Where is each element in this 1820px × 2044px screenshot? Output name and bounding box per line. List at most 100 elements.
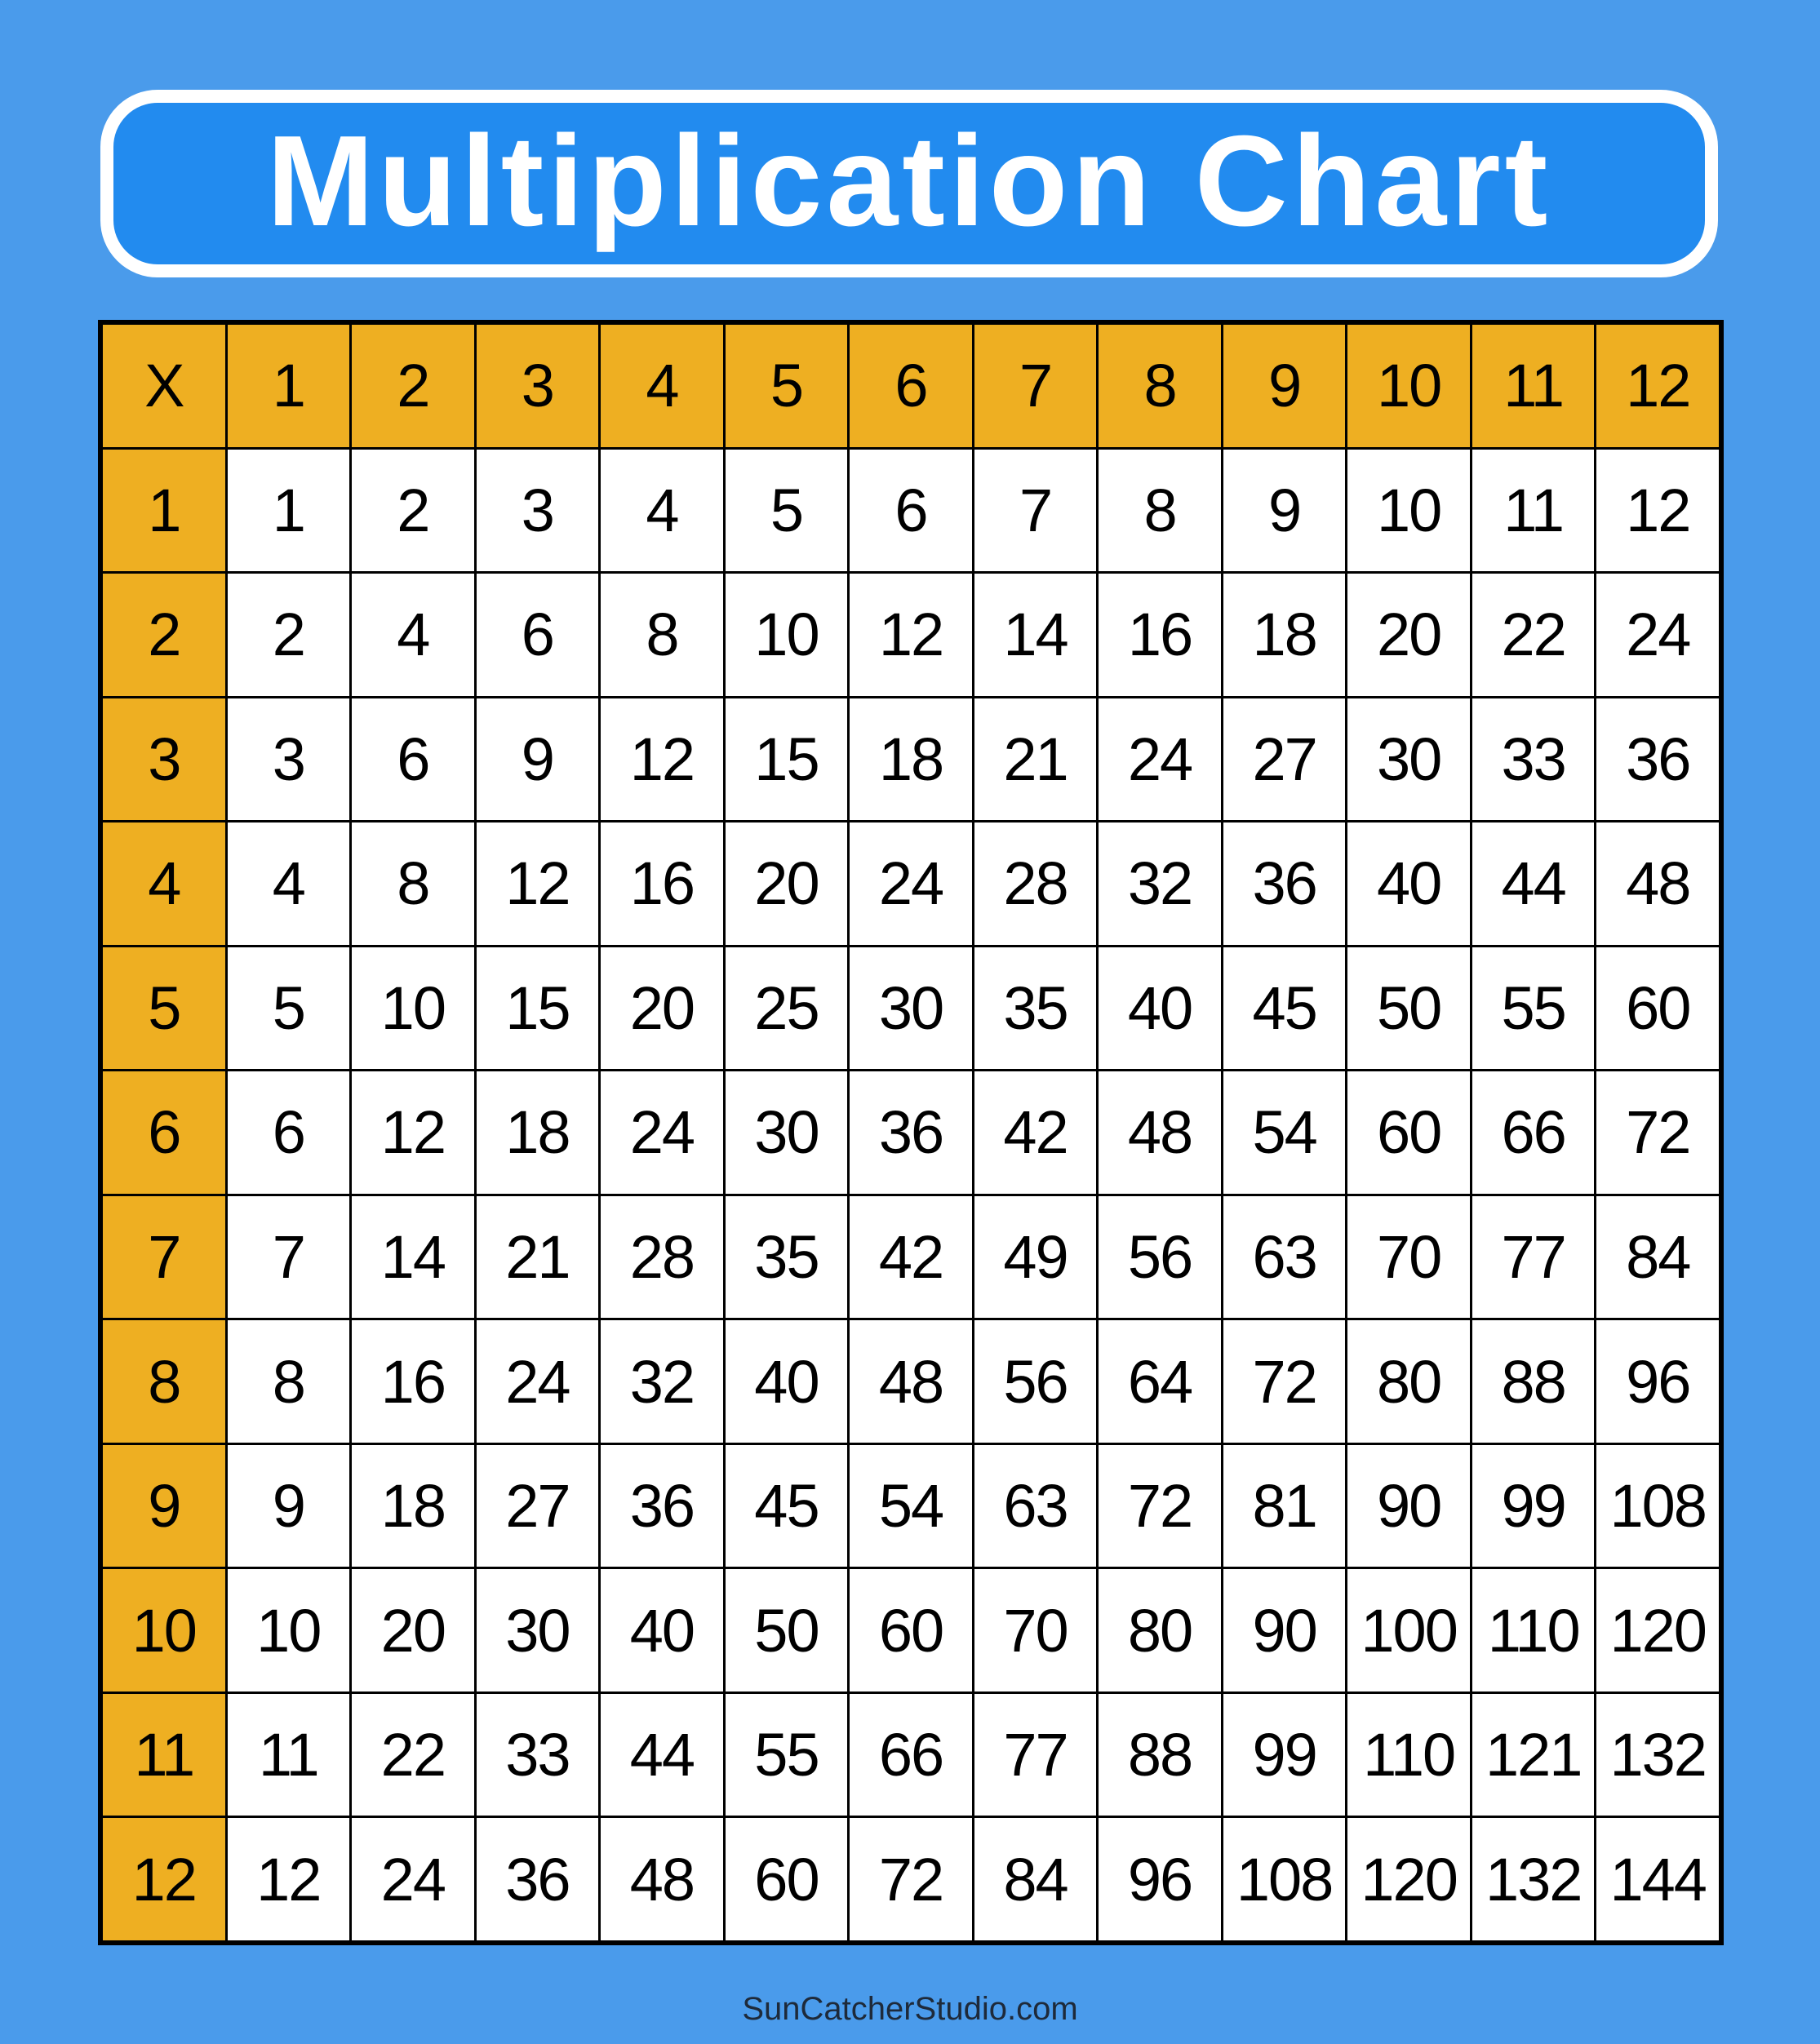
product-cell: 35 [725, 1195, 848, 1319]
product-cell: 18 [1223, 574, 1346, 696]
product-cell: 7 [974, 449, 1097, 572]
product-cell: 10 [352, 947, 474, 1070]
product-cell: 9 [227, 1444, 350, 1567]
product-cell: 42 [850, 1195, 972, 1319]
product-cell: 99 [1223, 1693, 1346, 1816]
product-cell: 14 [352, 1195, 474, 1319]
product-cell: 99 [1472, 1444, 1595, 1567]
product-cell: 4 [601, 449, 723, 572]
product-cell: 10 [725, 574, 848, 696]
product-cell: 54 [1223, 1071, 1346, 1194]
product-cell: 80 [1099, 1569, 1221, 1692]
product-cell: 36 [601, 1444, 723, 1567]
product-cell: 10 [227, 1569, 350, 1692]
product-cell: 27 [1223, 698, 1346, 821]
product-cell: 12 [476, 822, 599, 945]
product-cell: 60 [1347, 1071, 1470, 1194]
product-cell: 16 [1099, 574, 1221, 696]
product-cell: 80 [1347, 1320, 1470, 1443]
product-cell: 108 [1596, 1444, 1719, 1567]
product-cell: 8 [227, 1320, 350, 1443]
column-header-cell: 7 [974, 325, 1097, 447]
product-cell: 42 [974, 1071, 1097, 1194]
column-header-cell: 12 [1596, 325, 1719, 447]
product-cell: 9 [1223, 449, 1346, 572]
row-header-cell: 12 [103, 1818, 225, 1940]
product-cell: 14 [974, 574, 1097, 696]
product-cell: 2 [227, 574, 350, 696]
product-cell: 6 [227, 1071, 350, 1194]
row-header-cell: 5 [103, 947, 225, 1070]
product-cell: 64 [1099, 1320, 1221, 1443]
product-cell: 50 [1347, 947, 1470, 1070]
row-header-cell: 6 [103, 1071, 225, 1194]
product-cell: 36 [1596, 698, 1719, 821]
multiplication-table: X 1 2 3 4 5 6 7 8 9 10 11 12 1 1 2 3 4 5 6 7 8 9 10 11 12 2 2 4 6 8 10 1… [98, 320, 1724, 1945]
product-cell: 18 [352, 1444, 474, 1567]
product-cell: 72 [1099, 1444, 1221, 1567]
product-cell: 36 [1223, 822, 1346, 945]
product-cell: 56 [974, 1320, 1097, 1443]
product-cell: 108 [1223, 1818, 1346, 1940]
product-cell: 30 [1347, 698, 1470, 821]
product-cell: 15 [476, 947, 599, 1070]
product-cell: 7 [227, 1195, 350, 1319]
column-header-cell: 6 [850, 325, 972, 447]
product-cell: 30 [850, 947, 972, 1070]
product-cell: 5 [227, 947, 350, 1070]
product-cell: 132 [1596, 1693, 1719, 1816]
product-cell: 8 [352, 822, 474, 945]
product-cell: 9 [476, 698, 599, 821]
product-cell: 121 [1472, 1693, 1595, 1816]
row-header-cell: 2 [103, 574, 225, 696]
product-cell: 66 [1472, 1071, 1595, 1194]
product-cell: 20 [1347, 574, 1470, 696]
product-cell: 10 [1347, 449, 1470, 572]
column-header-cell: 3 [476, 325, 599, 447]
product-cell: 20 [352, 1569, 474, 1692]
product-cell: 22 [1472, 574, 1595, 696]
row-header-cell: 4 [103, 822, 225, 945]
product-cell: 16 [352, 1320, 474, 1443]
product-cell: 48 [1596, 822, 1719, 945]
product-cell: 5 [725, 449, 848, 572]
product-cell: 36 [476, 1818, 599, 1940]
product-cell: 6 [352, 698, 474, 821]
product-cell: 2 [352, 449, 474, 572]
product-cell: 40 [1099, 947, 1221, 1070]
product-cell: 24 [850, 822, 972, 945]
product-cell: 28 [601, 1195, 723, 1319]
product-cell: 40 [725, 1320, 848, 1443]
product-cell: 120 [1347, 1818, 1470, 1940]
product-cell: 72 [850, 1818, 972, 1940]
product-cell: 48 [850, 1320, 972, 1443]
product-cell: 96 [1596, 1320, 1719, 1443]
product-cell: 44 [601, 1693, 723, 1816]
product-cell: 77 [974, 1693, 1097, 1816]
product-cell: 55 [725, 1693, 848, 1816]
product-cell: 25 [725, 947, 848, 1070]
product-cell: 60 [725, 1818, 848, 1940]
product-cell: 84 [974, 1818, 1097, 1940]
product-cell: 24 [1596, 574, 1719, 696]
product-cell: 16 [601, 822, 723, 945]
product-cell: 63 [974, 1444, 1097, 1567]
product-cell: 90 [1223, 1569, 1346, 1692]
product-cell: 3 [476, 449, 599, 572]
product-cell: 24 [601, 1071, 723, 1194]
row-header-cell: 10 [103, 1569, 225, 1692]
column-header-cell: 9 [1223, 325, 1346, 447]
product-cell: 49 [974, 1195, 1097, 1319]
column-header-cell: 5 [725, 325, 848, 447]
product-cell: 12 [601, 698, 723, 821]
product-cell: 90 [1347, 1444, 1470, 1567]
product-cell: 20 [601, 947, 723, 1070]
product-cell: 50 [725, 1569, 848, 1692]
product-cell: 8 [601, 574, 723, 696]
row-header-cell: 11 [103, 1693, 225, 1816]
product-cell: 36 [850, 1071, 972, 1194]
page-title: Multiplication Chart [266, 109, 1552, 253]
product-cell: 32 [601, 1320, 723, 1443]
product-cell: 1 [227, 449, 350, 572]
column-header-cell: 8 [1099, 325, 1221, 447]
